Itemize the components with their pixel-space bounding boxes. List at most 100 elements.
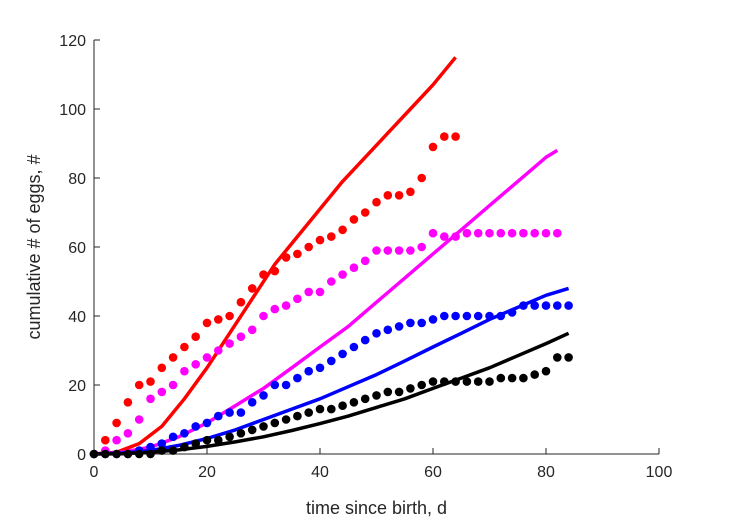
data-point-0	[372, 197, 381, 207]
data-point-2	[372, 329, 381, 338]
data-point-2	[360, 335, 370, 345]
data-point-2	[281, 380, 291, 390]
data-point-3	[349, 398, 359, 407]
data-point-0	[360, 208, 370, 217]
data-point-0	[112, 418, 121, 428]
data-point-1	[180, 366, 189, 376]
data-point-1	[541, 228, 551, 238]
data-point-2	[473, 311, 483, 321]
data-point-0	[202, 318, 212, 328]
data-point-3	[112, 449, 121, 459]
data-point-1	[507, 228, 517, 238]
data-point-0	[168, 353, 178, 362]
data-point-3	[440, 377, 449, 386]
axes: 0 20 40 60 80 100 0 20 40 60 80 100 120	[59, 33, 672, 481]
data-point-3	[236, 429, 246, 438]
data-point-2	[180, 429, 189, 438]
series-line-4	[93, 56, 457, 456]
data-point-0	[440, 132, 449, 141]
data-point-1	[225, 339, 234, 348]
data-point-2	[349, 342, 359, 352]
data-point-3	[293, 411, 302, 421]
data-point-1	[372, 246, 381, 255]
data-point-2	[293, 373, 302, 383]
data-point-1	[157, 387, 167, 397]
data-point-2	[225, 408, 234, 417]
data-point-3	[451, 377, 460, 386]
data-point-0	[394, 191, 404, 200]
data-point-2	[530, 301, 539, 310]
data-point-1	[496, 228, 506, 238]
y-tick-label: 120	[59, 33, 86, 50]
data-point-0	[428, 142, 438, 152]
x-tick-label: 60	[424, 464, 442, 481]
data-point-3	[157, 446, 167, 455]
data-point-0	[134, 380, 144, 390]
data-point-1	[485, 228, 494, 238]
data-point-2	[304, 366, 314, 376]
data-point-3	[89, 449, 99, 459]
data-point-3	[473, 377, 483, 386]
data-point-0	[225, 311, 234, 321]
data-point-1	[530, 228, 539, 238]
series-line-6	[93, 286, 570, 456]
data-point-1	[293, 294, 302, 304]
data-point-3	[428, 377, 438, 386]
data-point-2	[428, 315, 438, 324]
data-point-3	[383, 387, 393, 397]
data-point-1	[168, 380, 178, 390]
data-point-0	[236, 297, 246, 307]
data-point-2	[157, 439, 167, 448]
data-point-3	[485, 377, 494, 386]
data-point-3	[530, 370, 539, 379]
data-point-3	[180, 442, 189, 452]
data-point-1	[451, 232, 460, 241]
data-point-2	[270, 380, 280, 390]
data-point-3	[214, 435, 223, 445]
y-tick-label: 100	[59, 102, 86, 119]
data-point-3	[327, 404, 336, 414]
data-point-3	[417, 380, 427, 390]
x-tick-label: 100	[646, 464, 673, 481]
data-point-2	[146, 442, 155, 452]
data-point-0	[315, 235, 325, 245]
data-point-1	[247, 325, 257, 335]
data-point-2	[327, 356, 336, 366]
data-point-1	[406, 246, 415, 255]
data-point-2	[564, 301, 573, 310]
data-point-2	[202, 418, 212, 428]
data-point-0	[259, 270, 268, 279]
data-point-2	[383, 325, 393, 335]
data-point-3	[360, 394, 370, 404]
data-point-3	[202, 435, 212, 445]
data-point-0	[191, 332, 200, 342]
data-point-3	[146, 449, 155, 459]
data-point-1	[304, 287, 314, 297]
data-point-2	[168, 432, 178, 442]
data-point-3	[315, 404, 325, 414]
data-point-1	[553, 228, 562, 238]
data-point-3	[123, 449, 133, 459]
data-point-2	[462, 311, 472, 321]
data-point-0	[146, 377, 155, 386]
data-point-0	[327, 232, 336, 241]
data-point-1	[191, 360, 200, 369]
x-tick-label: 80	[537, 464, 555, 481]
data-point-1	[134, 415, 144, 424]
data-point-3	[462, 377, 472, 386]
x-tick-label: 40	[311, 464, 329, 481]
y-axis-label: cumulative # of eggs, #	[24, 154, 44, 339]
x-axis-label: time since birth, d	[306, 498, 447, 518]
data-point-1	[394, 246, 404, 255]
data-point-1	[428, 228, 438, 238]
data-point-3	[519, 373, 528, 383]
data-point-2	[406, 318, 415, 328]
data-point-2	[338, 349, 347, 359]
data-point-3	[270, 418, 280, 428]
data-point-1	[383, 246, 393, 255]
data-point-0	[417, 173, 427, 183]
y-tick-label: 0	[77, 447, 86, 464]
data-point-1	[338, 270, 347, 279]
y-tick-label: 40	[68, 309, 86, 326]
